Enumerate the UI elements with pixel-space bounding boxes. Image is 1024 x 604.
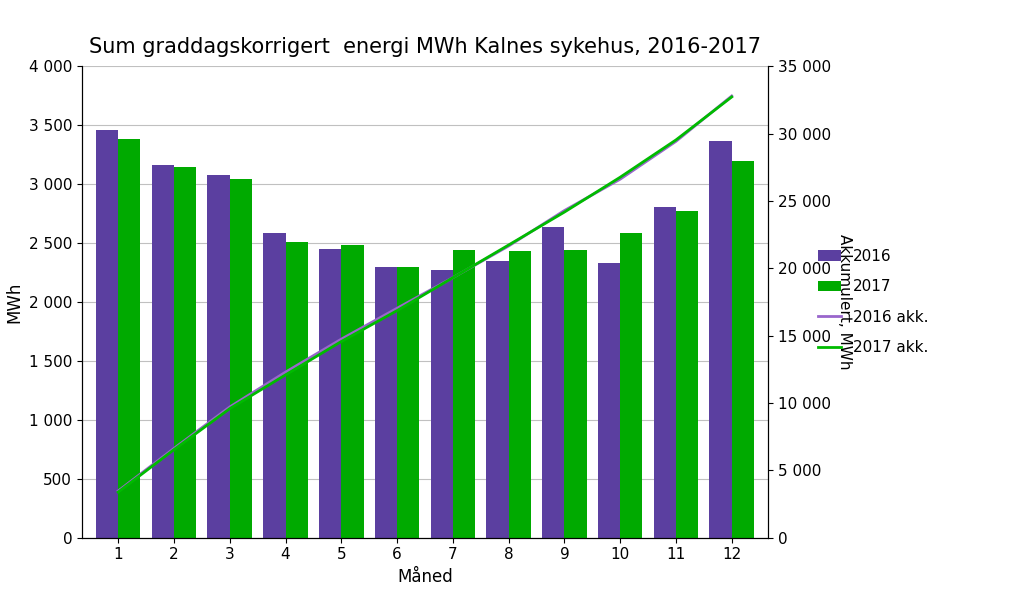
2016 akk. <box>670 138 682 145</box>
Title: Sum graddagskorrigert  energi MWh Kalnes sykehus, 2016-2017: Sum graddagskorrigert energi MWh Kalnes … <box>89 37 761 57</box>
2016 akk. <box>614 176 627 183</box>
X-axis label: Måned: Måned <box>397 568 453 586</box>
2017 akk. <box>614 173 627 181</box>
Bar <box>598 263 621 538</box>
Bar <box>710 141 732 538</box>
2017 akk. <box>168 446 180 453</box>
Bar <box>118 140 140 538</box>
Bar <box>96 130 118 538</box>
Bar <box>319 249 341 538</box>
Bar <box>453 249 475 538</box>
Legend: 2016, 2017, 2016 akk., 2017 akk.: 2016, 2017, 2016 akk., 2017 akk. <box>811 243 934 361</box>
Y-axis label: MWh: MWh <box>5 281 24 323</box>
2016 akk. <box>726 92 738 100</box>
Bar <box>509 251 530 538</box>
Bar <box>208 175 229 538</box>
2016 akk. <box>168 445 180 452</box>
Bar <box>375 267 397 538</box>
2016 akk. <box>558 207 570 214</box>
2016 akk. <box>280 368 292 376</box>
Bar <box>732 161 754 538</box>
Line: 2016 akk.: 2016 akk. <box>118 96 732 491</box>
Bar <box>676 211 698 538</box>
Bar <box>174 167 197 538</box>
Bar <box>152 165 174 538</box>
Bar <box>621 233 642 538</box>
2017 akk. <box>670 137 682 144</box>
2016 akk. <box>335 336 347 343</box>
2016 akk. <box>503 242 515 249</box>
Bar <box>564 249 587 538</box>
2017 akk. <box>446 274 459 281</box>
2017 akk. <box>335 338 347 345</box>
Bar <box>341 245 364 538</box>
2017 akk. <box>280 371 292 379</box>
Bar <box>229 179 252 538</box>
2016 akk. <box>391 304 403 312</box>
Bar <box>430 269 453 538</box>
2017 akk. <box>391 307 403 314</box>
Y-axis label: Akkumulert, MWh: Akkumulert, MWh <box>837 234 852 370</box>
Bar <box>486 261 509 538</box>
2017 akk. <box>503 242 515 249</box>
Bar <box>263 233 286 538</box>
Bar <box>397 267 420 538</box>
2016 akk. <box>112 487 124 495</box>
Bar <box>653 207 676 538</box>
2017 akk. <box>112 489 124 496</box>
Bar <box>286 242 308 538</box>
Line: 2017 akk.: 2017 akk. <box>118 97 732 492</box>
2017 akk. <box>223 405 236 413</box>
2017 akk. <box>726 93 738 100</box>
2017 akk. <box>558 208 570 216</box>
2016 akk. <box>223 403 236 411</box>
Bar <box>542 227 564 538</box>
2016 akk. <box>446 274 459 281</box>
